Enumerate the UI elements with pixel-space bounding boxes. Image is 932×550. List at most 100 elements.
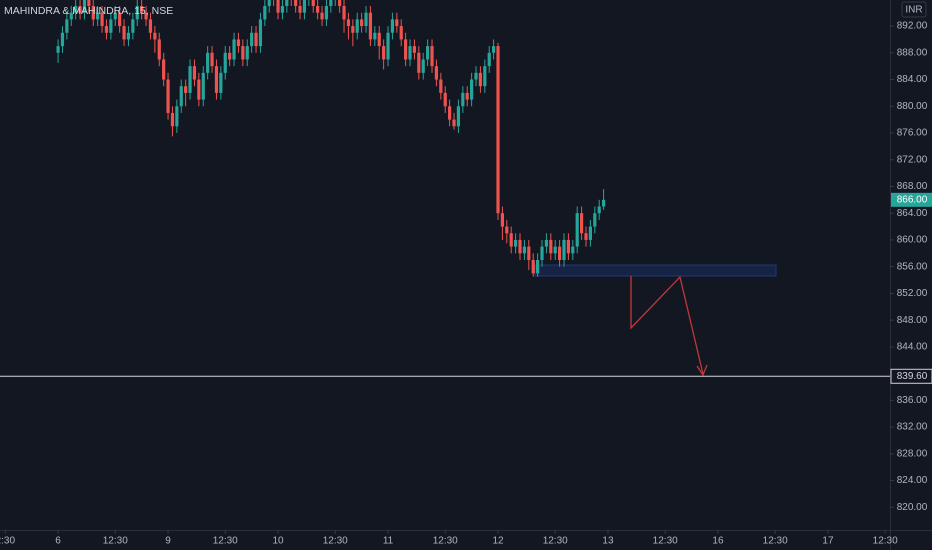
x-tick-label: 12:30	[653, 536, 678, 547]
candle-body	[131, 19, 135, 33]
candle-body	[443, 92, 447, 107]
candle-body	[316, 6, 320, 13]
x-tick-label: 12:30	[543, 536, 568, 547]
candle-body	[368, 12, 373, 40]
candle-body	[540, 246, 544, 260]
candle-body	[470, 79, 474, 100]
zone-drawing[interactable]	[534, 264, 777, 277]
candle-body	[82, 0, 87, 13]
candle-body	[412, 46, 417, 53]
arrow-head	[696, 364, 708, 377]
candle-body	[404, 39, 408, 60]
candle-body	[355, 19, 359, 33]
candle-body	[465, 92, 469, 100]
candle-body	[421, 59, 425, 73]
candle-body	[74, 6, 78, 13]
candle-body	[395, 19, 399, 27]
candle-body	[351, 26, 355, 33]
candle-body	[456, 106, 461, 127]
candle-body	[100, 12, 104, 27]
candle-body	[324, 6, 329, 20]
candle-body	[201, 72, 205, 100]
candle-body	[408, 46, 412, 60]
candle-body	[311, 0, 315, 7]
x-tick-label: 13	[602, 536, 614, 547]
candle-body	[346, 19, 351, 27]
candle-body	[65, 19, 69, 33]
candle-body	[184, 86, 188, 93]
candle-body	[377, 32, 381, 47]
candle-body	[320, 12, 324, 20]
y-tick-label: 832.00	[897, 422, 928, 433]
candle-body	[210, 52, 214, 67]
arrow-drawing[interactable]	[630, 275, 704, 375]
candle-body	[544, 239, 549, 247]
candle-body	[175, 106, 179, 127]
candle-body	[245, 46, 249, 60]
candle-body	[373, 32, 377, 40]
candle-body	[298, 6, 302, 13]
candle-body	[575, 213, 579, 247]
candle-body	[254, 32, 258, 47]
candle-body	[91, 6, 95, 20]
candle-body	[329, 0, 333, 7]
candle-body	[360, 19, 364, 27]
x-tick-label: 17	[822, 536, 834, 547]
candle-body	[285, 0, 289, 7]
candle-body	[500, 213, 505, 227]
y-tick-label: 868.00	[897, 181, 928, 192]
candle-body	[223, 52, 227, 73]
candle-body	[197, 79, 201, 100]
y-tick-label: 888.00	[897, 47, 928, 58]
candle-body	[126, 32, 131, 40]
candle-body	[382, 46, 386, 60]
candle-body	[527, 246, 531, 260]
candle-body	[294, 0, 298, 7]
candle-body	[417, 52, 421, 73]
candle-body	[553, 246, 557, 254]
candle-body	[593, 213, 597, 227]
candle-body	[386, 32, 390, 60]
candle-body	[166, 79, 170, 113]
candle-body	[250, 32, 254, 47]
currency-box	[901, 1, 927, 18]
candle-body	[302, 0, 307, 13]
candle-body	[140, 6, 144, 13]
y-tick-label: 836.00	[897, 395, 928, 406]
candle-body	[96, 12, 100, 20]
candle-body	[483, 66, 487, 87]
candle-body	[236, 39, 241, 47]
y-tick-label: 824.00	[897, 475, 928, 486]
candle-body	[434, 66, 439, 80]
candle-body	[148, 19, 153, 33]
candle-body	[601, 199, 606, 207]
x-tick-label: 12	[492, 536, 504, 547]
candle-body	[153, 32, 157, 40]
chart-title: MAHINDRA & MAHINDRA, 15, NSE	[4, 5, 173, 17]
candle-body	[144, 12, 148, 20]
candle-body	[69, 12, 73, 20]
candle-body	[558, 246, 562, 260]
y-tick-label: 848.00	[897, 315, 928, 326]
candle-body	[232, 39, 236, 60]
y-tick-label: 828.00	[897, 448, 928, 459]
x-tick-label: 12:30	[213, 536, 238, 547]
hline-label: 839.60	[897, 371, 928, 382]
candle-body	[113, 12, 117, 20]
candle-body	[157, 39, 161, 60]
currency-label: INR	[905, 5, 922, 16]
x-tick-label: 12:30	[103, 536, 128, 547]
candle-body	[170, 112, 175, 127]
candle-body	[571, 246, 575, 254]
candle-body	[338, 0, 342, 7]
candle-body	[399, 26, 403, 40]
y-tick-label: 880.00	[897, 101, 928, 112]
candle-body	[566, 239, 571, 254]
candle-body	[430, 46, 434, 67]
candle-body	[562, 239, 566, 260]
candle-body	[258, 19, 263, 47]
candle-body	[241, 46, 245, 60]
candle-body	[390, 19, 395, 33]
